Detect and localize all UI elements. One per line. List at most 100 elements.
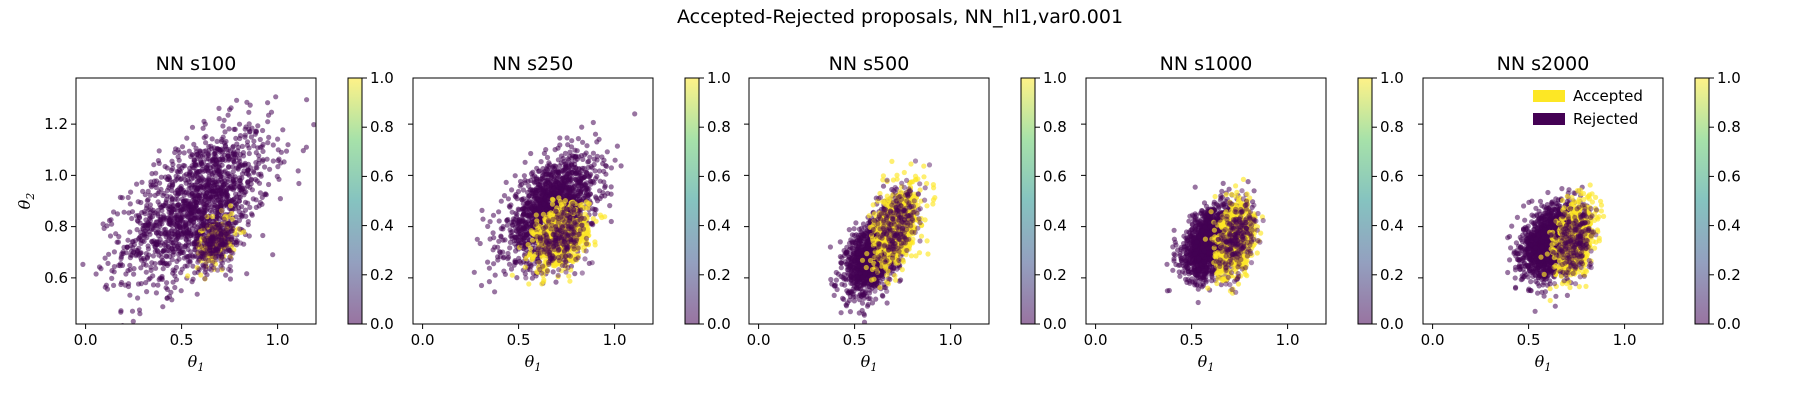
rejected-point [220, 225, 226, 232]
rejected-point [235, 144, 241, 150]
accepted-point [562, 207, 568, 213]
rejected-point [550, 244, 557, 250]
rejected-point [223, 231, 229, 237]
rejected-point [189, 189, 195, 195]
accepted-point [525, 242, 531, 248]
accepted-point [533, 212, 539, 218]
rejected-point [546, 160, 552, 166]
rejected-point [240, 150, 246, 156]
plot-frame [412, 77, 654, 325]
rejected-point [562, 263, 568, 269]
rejected-point [266, 112, 272, 118]
rejected-point [227, 247, 233, 253]
rejected-point [574, 235, 580, 242]
rejected-point [243, 124, 249, 130]
accepted-point [537, 227, 543, 233]
rejected-point [192, 182, 198, 188]
rejected-point [224, 190, 230, 196]
rejected-point [199, 161, 205, 167]
rejected-point [233, 135, 239, 141]
rejected-point [173, 264, 179, 270]
rejected-point [201, 135, 207, 141]
rejected-point [124, 244, 130, 250]
rejected-point [181, 150, 187, 156]
rejected-point [517, 231, 524, 237]
rejected-point [584, 143, 590, 149]
rejected-point [566, 165, 572, 171]
rejected-point [557, 227, 563, 233]
accepted-point [541, 277, 547, 283]
rejected-point [213, 173, 219, 179]
rejected-point [838, 310, 844, 316]
rejected-point [581, 165, 587, 171]
rejected-point [207, 246, 213, 252]
rejected-point [233, 180, 239, 187]
rejected-point [507, 245, 513, 251]
rejected-point [553, 235, 559, 241]
rejected-point [565, 220, 571, 227]
rejected-point [209, 235, 215, 241]
rejected-point [554, 214, 560, 220]
rejected-point [186, 186, 192, 192]
rejected-point [571, 239, 577, 245]
rejected-point [183, 242, 189, 248]
rejected-point [553, 242, 559, 248]
rejected-point [487, 236, 493, 242]
rejected-point [567, 223, 573, 229]
rejected-point [846, 227, 852, 233]
rejected-point [487, 219, 493, 225]
rejected-point [237, 226, 243, 232]
rejected-point [143, 251, 149, 257]
accepted-point [199, 236, 205, 242]
rejected-point [859, 300, 866, 306]
rejected-point [300, 148, 306, 154]
accepted-point [570, 259, 576, 265]
rejected-point [550, 232, 557, 238]
rejected-point [601, 157, 607, 163]
rejected-point [219, 222, 225, 228]
rejected-point [193, 241, 200, 247]
rejected-point [522, 180, 528, 186]
rejected-point [574, 222, 580, 228]
rejected-point [187, 216, 193, 222]
rejected-point [225, 112, 231, 118]
accepted-point [570, 211, 576, 217]
accepted-point [225, 232, 231, 238]
rejected-point [196, 182, 202, 189]
rejected-point [218, 232, 225, 238]
rejected-point [96, 264, 103, 270]
rejected-point [217, 227, 223, 233]
rejected-point [516, 255, 522, 261]
rejected-point [528, 186, 534, 193]
rejected-point [576, 166, 582, 172]
rejected-point [560, 168, 567, 174]
rejected-point [221, 232, 227, 238]
rejected-point [209, 204, 215, 210]
accepted-point [573, 247, 579, 253]
rejected-point [581, 215, 587, 222]
rejected-point [116, 262, 122, 268]
rejected-point [181, 223, 187, 229]
rejected-point [519, 197, 525, 203]
rejected-point [209, 136, 215, 142]
rejected-point [217, 226, 223, 233]
rejected-point [226, 126, 232, 132]
rejected-point [827, 244, 834, 250]
rejected-point [174, 258, 180, 264]
rejected-point [203, 261, 209, 267]
rejected-point [550, 240, 557, 246]
rejected-point [223, 138, 229, 145]
accepted-point [202, 276, 208, 282]
rejected-point [522, 271, 528, 277]
colorbar-tick-label: 1.0 [370, 69, 394, 87]
rejected-point [228, 249, 234, 256]
rejected-point [143, 262, 149, 268]
rejected-point [219, 191, 225, 197]
rejected-point [181, 173, 188, 179]
rejected-point [207, 244, 213, 250]
rejected-point [588, 171, 594, 177]
rejected-point [184, 253, 190, 260]
rejected-point [208, 239, 214, 245]
rejected-point [219, 254, 225, 260]
